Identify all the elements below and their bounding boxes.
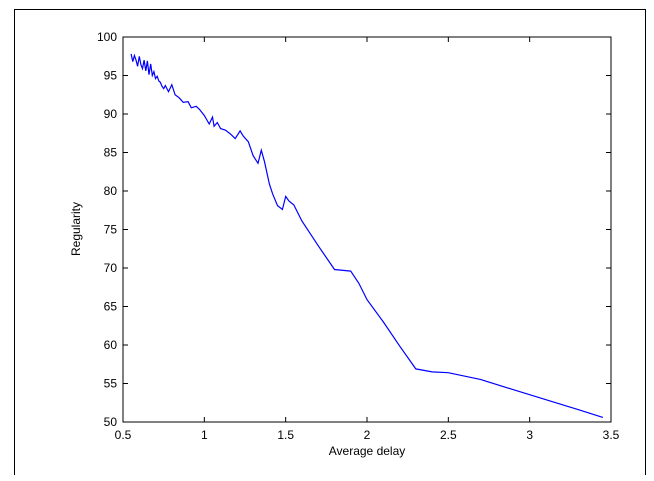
x-tick-label: 3.5 [603, 428, 620, 442]
y-tick-label: 55 [104, 377, 118, 391]
series-line [130, 53, 604, 418]
plot-area [122, 36, 612, 423]
y-tick-label: 60 [104, 338, 118, 352]
y-tick-label: 100 [97, 30, 117, 44]
y-axis-label: Regularity [69, 202, 83, 256]
y-tick-label: 50 [104, 415, 118, 429]
y-tick-label: 65 [104, 300, 118, 314]
x-tick-label: 1 [201, 428, 208, 442]
x-tick-label: 1.5 [277, 428, 294, 442]
y-tick-label: 70 [104, 261, 118, 275]
figure-frame [14, 9, 646, 475]
x-tick-label: 2 [364, 428, 371, 442]
x-tick-label: 0.5 [115, 428, 132, 442]
x-tick-label: 3 [526, 428, 533, 442]
y-tick-label: 75 [104, 223, 118, 237]
axis-ticks: 0.5 1 1.5 2 2.5 3 3.5 50 55 60 65 70 75 80 85 90 95 100 [97, 30, 620, 442]
x-tick-label: 2.5 [440, 428, 457, 442]
x-axis-label: Average delay [329, 444, 406, 458]
y-tick-label: 85 [104, 146, 118, 160]
y-tick-label: 95 [104, 69, 118, 83]
y-tick-label: 90 [104, 107, 118, 121]
y-tick-label: 80 [104, 184, 118, 198]
